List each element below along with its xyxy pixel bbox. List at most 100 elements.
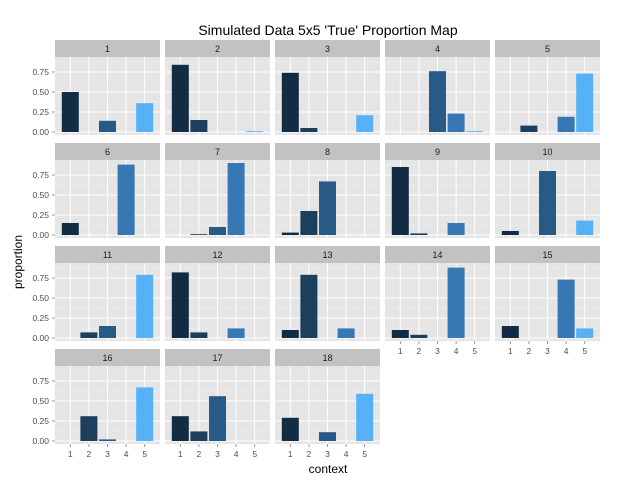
bar xyxy=(281,72,299,132)
x-tick-label: 2 xyxy=(197,449,202,459)
x-tick-label: 3 xyxy=(435,346,440,356)
facet-strip xyxy=(165,40,270,57)
facet-strip xyxy=(385,143,490,160)
bar xyxy=(447,113,465,132)
bar xyxy=(190,431,208,441)
bar xyxy=(281,330,299,338)
facet-panel: 11 0.00 0.25 0.50 0.75 xyxy=(32,246,160,343)
bar xyxy=(190,332,208,338)
facet-panel: 4 xyxy=(385,40,490,135)
facet-strip xyxy=(55,349,160,366)
facet-strip-label: 10 xyxy=(542,147,552,157)
bar xyxy=(80,332,98,338)
facet-strip-label: 8 xyxy=(325,147,330,157)
y-tick-label: 0.75 xyxy=(32,67,49,77)
facet-strip-label: 14 xyxy=(432,250,442,260)
bar xyxy=(356,115,374,132)
bar xyxy=(99,439,116,441)
x-tick-label: 1 xyxy=(398,346,403,356)
bar xyxy=(429,71,446,132)
facet-strip xyxy=(275,246,380,263)
bar xyxy=(61,92,79,132)
bar xyxy=(319,181,336,235)
facet-strip-label: 2 xyxy=(215,44,220,54)
bar xyxy=(466,131,484,132)
facet-strip-label: 12 xyxy=(212,250,222,260)
facet-strip-label: 15 xyxy=(542,250,552,260)
bar xyxy=(576,73,594,132)
facet-panel: 6 0.00 0.25 0.50 0.75 xyxy=(32,143,160,240)
x-tick-label: 2 xyxy=(87,449,92,459)
bar xyxy=(391,167,409,235)
facet-strip xyxy=(55,143,160,160)
facet-strip-label: 17 xyxy=(212,353,222,363)
y-tick-label: 0.50 xyxy=(32,87,49,97)
x-tick-label: 2 xyxy=(527,346,532,356)
x-tick-label: 5 xyxy=(252,449,257,459)
bar xyxy=(136,387,154,441)
facet-strip-label: 18 xyxy=(322,353,332,363)
bar xyxy=(190,234,208,235)
facet-panel: 10 xyxy=(495,143,600,238)
x-tick-label: 1 xyxy=(288,449,293,459)
y-tick-label: 0.50 xyxy=(32,190,49,200)
x-tick-label: 5 xyxy=(142,449,147,459)
facet-panel: 15 1 2 3 4 5 xyxy=(495,246,600,356)
bar xyxy=(281,417,299,441)
facet-strip xyxy=(165,246,270,263)
bar xyxy=(576,328,594,338)
bar xyxy=(61,223,79,235)
bar xyxy=(356,393,374,441)
x-tick-label: 3 xyxy=(325,449,330,459)
x-tick-label: 4 xyxy=(454,346,459,356)
x-tick-label: 4 xyxy=(564,346,569,356)
bar xyxy=(557,116,575,132)
x-tick-label: 5 xyxy=(582,346,587,356)
facet-strip xyxy=(165,143,270,160)
facet-panel: 14 1 2 3 4 5 xyxy=(385,246,490,356)
facet-strip-label: 1 xyxy=(105,44,110,54)
facet-strip xyxy=(165,349,270,366)
bar xyxy=(171,64,189,132)
bar xyxy=(319,432,336,441)
bar xyxy=(391,330,409,338)
facet-strip xyxy=(495,246,600,263)
x-tick-label: 1 xyxy=(68,449,73,459)
bar xyxy=(117,164,135,235)
bar xyxy=(410,233,428,235)
bar xyxy=(209,227,226,235)
bar xyxy=(337,328,355,338)
bar xyxy=(300,128,318,132)
facet-panel: 13 xyxy=(275,246,380,341)
facet-strip-label: 13 xyxy=(322,250,332,260)
bar xyxy=(209,396,226,441)
bar xyxy=(80,416,98,441)
bar xyxy=(227,328,245,338)
facet-panels: 1 0.00 0.25 0.50 0.75 2 3 4 5 6 0.00 0.25 0.50 0.75 7 8… xyxy=(32,40,600,459)
facet-strip-label: 6 xyxy=(105,147,110,157)
bar xyxy=(171,416,189,441)
y-tick-label: 0.25 xyxy=(32,416,49,426)
bar xyxy=(171,272,189,338)
facet-strip xyxy=(275,349,380,366)
x-tick-label: 2 xyxy=(307,449,312,459)
facet-panel: 2 xyxy=(165,40,270,135)
bar xyxy=(281,232,299,235)
x-tick-label: 3 xyxy=(105,449,110,459)
bar xyxy=(227,163,245,235)
bar xyxy=(136,103,154,132)
y-tick-label: 0.00 xyxy=(32,436,49,446)
chart-title: Simulated Data 5x5 'True' Proportion Map xyxy=(198,22,458,38)
facet-strip xyxy=(55,246,160,263)
y-tick-label: 0.50 xyxy=(32,396,49,406)
facet-panel: 7 xyxy=(165,143,270,238)
bar xyxy=(539,171,556,235)
bar xyxy=(190,120,208,132)
y-tick-label: 0.75 xyxy=(32,376,49,386)
facet-panel: 8 xyxy=(275,143,380,238)
y-tick-label: 0.00 xyxy=(32,333,49,343)
bar xyxy=(410,334,428,338)
bar xyxy=(520,125,538,132)
y-tick-label: 0.25 xyxy=(32,313,49,323)
